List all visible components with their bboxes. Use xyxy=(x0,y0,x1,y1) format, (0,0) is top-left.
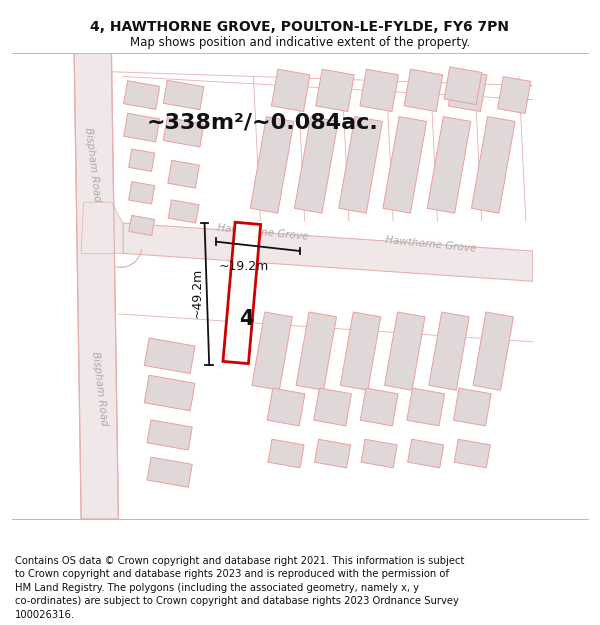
Polygon shape xyxy=(123,223,533,281)
Polygon shape xyxy=(124,81,160,109)
Polygon shape xyxy=(407,388,445,426)
Polygon shape xyxy=(163,118,204,147)
Polygon shape xyxy=(223,222,260,364)
Polygon shape xyxy=(128,149,155,171)
Polygon shape xyxy=(407,439,444,468)
Text: 4, HAWTHORNE GROVE, POULTON-LE-FYLDE, FY6 7PN: 4, HAWTHORNE GROVE, POULTON-LE-FYLDE, FY… xyxy=(91,20,509,34)
Text: Hawthorne Grove: Hawthorne Grove xyxy=(217,223,309,242)
Text: Hawthorne Grove: Hawthorne Grove xyxy=(385,234,476,253)
Polygon shape xyxy=(124,113,160,142)
Text: 4: 4 xyxy=(239,309,254,329)
Polygon shape xyxy=(448,69,487,111)
Polygon shape xyxy=(314,388,352,426)
Text: ~19.2m: ~19.2m xyxy=(219,261,269,273)
Polygon shape xyxy=(385,312,425,390)
Polygon shape xyxy=(147,457,192,488)
Polygon shape xyxy=(404,69,443,111)
Polygon shape xyxy=(338,117,382,213)
Polygon shape xyxy=(497,76,531,114)
Polygon shape xyxy=(81,202,123,253)
Polygon shape xyxy=(128,182,155,204)
Polygon shape xyxy=(144,375,195,411)
Polygon shape xyxy=(147,420,192,450)
Polygon shape xyxy=(168,200,199,223)
Polygon shape xyxy=(383,117,427,213)
Polygon shape xyxy=(444,67,482,104)
Text: Bispham Road: Bispham Road xyxy=(83,127,103,202)
Polygon shape xyxy=(454,388,491,426)
Polygon shape xyxy=(296,312,337,390)
Polygon shape xyxy=(144,338,195,374)
Polygon shape xyxy=(267,388,305,426)
Text: Bispham Road: Bispham Road xyxy=(90,351,109,426)
Text: ~49.2m: ~49.2m xyxy=(191,268,204,318)
Polygon shape xyxy=(429,312,469,390)
Polygon shape xyxy=(472,117,515,213)
Polygon shape xyxy=(129,216,155,236)
Polygon shape xyxy=(250,117,294,213)
Polygon shape xyxy=(314,439,350,468)
Polygon shape xyxy=(163,81,204,110)
Polygon shape xyxy=(74,53,118,519)
Polygon shape xyxy=(271,69,310,111)
Polygon shape xyxy=(360,388,398,426)
Polygon shape xyxy=(268,439,304,468)
Polygon shape xyxy=(252,312,292,390)
Text: Contains OS data © Crown copyright and database right 2021. This information is : Contains OS data © Crown copyright and d… xyxy=(15,556,464,620)
Polygon shape xyxy=(360,69,398,111)
Polygon shape xyxy=(427,117,471,213)
Polygon shape xyxy=(454,439,490,468)
Polygon shape xyxy=(361,439,397,468)
Text: ~338m²/~0.084ac.: ~338m²/~0.084ac. xyxy=(146,113,378,133)
Polygon shape xyxy=(316,69,354,111)
Polygon shape xyxy=(295,117,338,213)
Polygon shape xyxy=(168,160,199,188)
Polygon shape xyxy=(340,312,381,390)
Text: Map shows position and indicative extent of the property.: Map shows position and indicative extent… xyxy=(130,36,470,49)
Polygon shape xyxy=(473,312,514,390)
